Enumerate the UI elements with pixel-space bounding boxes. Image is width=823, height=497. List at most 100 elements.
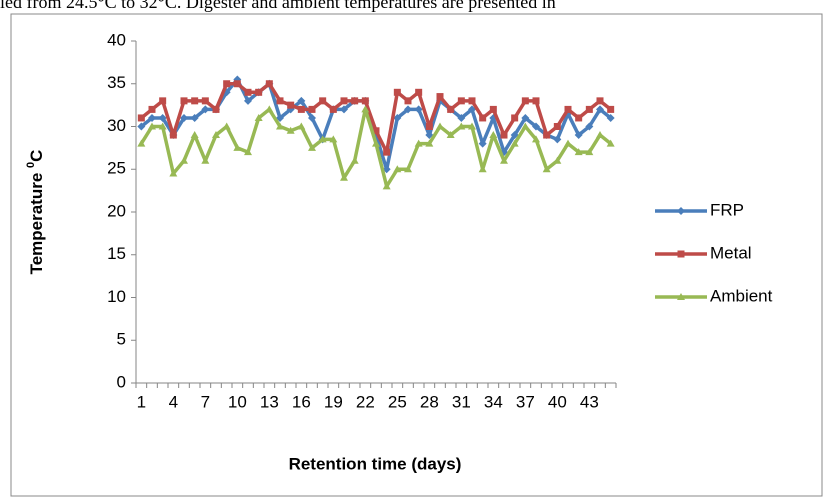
x-tick-label: 28 [420, 392, 439, 411]
marker [436, 122, 444, 130]
marker [148, 105, 156, 113]
marker [350, 156, 359, 164]
marker [212, 105, 220, 113]
marker [500, 131, 508, 139]
marker [372, 127, 380, 135]
marker [180, 113, 188, 122]
marker [297, 105, 305, 113]
y-tick-label: 35 [107, 73, 126, 92]
marker [542, 165, 551, 173]
marker [543, 131, 551, 139]
marker [286, 126, 295, 134]
marker [159, 97, 167, 105]
marker [553, 156, 562, 164]
marker [436, 93, 444, 101]
marker [254, 113, 263, 121]
marker [404, 105, 412, 114]
y-axis-title: Temperature 0C [25, 150, 47, 275]
marker [564, 105, 572, 113]
y-tick-label: 0 [117, 372, 126, 391]
marker [446, 131, 455, 139]
marker [191, 97, 199, 105]
marker [361, 97, 369, 105]
marker [404, 165, 412, 173]
marker [596, 105, 604, 114]
marker [169, 131, 177, 139]
marker [351, 97, 359, 105]
marker [233, 143, 242, 151]
marker [574, 131, 583, 140]
page-text: ied from 24.5°C to 32°C. Digester and am… [0, 0, 556, 12]
marker [425, 139, 434, 147]
marker [510, 139, 519, 147]
marker [425, 131, 434, 140]
marker [478, 165, 487, 173]
marker [190, 113, 199, 122]
marker [308, 143, 316, 151]
marker [148, 122, 156, 130]
marker [553, 123, 561, 130]
y-title-text: Temperature [27, 168, 46, 274]
marker [297, 96, 306, 105]
marker [137, 114, 145, 122]
marker [382, 182, 391, 190]
x-tick-label: 43 [580, 392, 599, 411]
marker [468, 105, 476, 114]
marker [297, 122, 306, 130]
marker [414, 105, 423, 114]
marker [404, 97, 412, 105]
marker [553, 135, 562, 144]
marker [276, 97, 284, 105]
marker [361, 105, 370, 113]
marker [244, 148, 252, 156]
marker [223, 80, 231, 88]
y-title-sup: 0 [25, 162, 37, 168]
marker [287, 101, 295, 109]
marker [212, 131, 220, 139]
marker [677, 207, 685, 215]
marker [677, 293, 685, 300]
x-tick-label: 34 [484, 392, 503, 411]
marker [276, 113, 284, 122]
x-tick-label: 31 [452, 392, 471, 411]
y-tick-label: 10 [107, 287, 126, 306]
marker [329, 135, 338, 143]
marker [244, 88, 252, 96]
x-tick-label: 19 [324, 392, 343, 411]
marker [596, 131, 604, 139]
y-tick-label: 5 [117, 330, 126, 349]
marker [447, 105, 455, 113]
marker [585, 122, 594, 131]
marker [596, 97, 604, 105]
x-tick-label: 40 [548, 392, 567, 411]
marker [489, 105, 497, 113]
marker [414, 139, 423, 147]
x-tick-label: 22 [356, 392, 375, 411]
marker [137, 139, 146, 147]
marker [276, 122, 284, 130]
marker [521, 97, 529, 105]
marker [265, 80, 273, 88]
marker [393, 165, 402, 173]
marker [393, 113, 402, 122]
marker [511, 114, 519, 122]
marker [201, 156, 210, 164]
marker [169, 169, 178, 177]
marker [319, 97, 327, 105]
marker [585, 148, 594, 156]
y-tick-label: 25 [107, 159, 126, 178]
legend-label: Ambient [710, 286, 773, 305]
marker [677, 250, 685, 258]
y-tick-label: 15 [107, 244, 126, 263]
marker [222, 122, 231, 130]
marker [457, 97, 465, 105]
y-tick-label: 40 [107, 30, 126, 49]
marker [564, 139, 572, 147]
marker [393, 88, 401, 96]
marker [265, 105, 274, 113]
x-tick-label: 7 [201, 392, 210, 411]
marker [532, 122, 540, 131]
marker [308, 105, 316, 113]
